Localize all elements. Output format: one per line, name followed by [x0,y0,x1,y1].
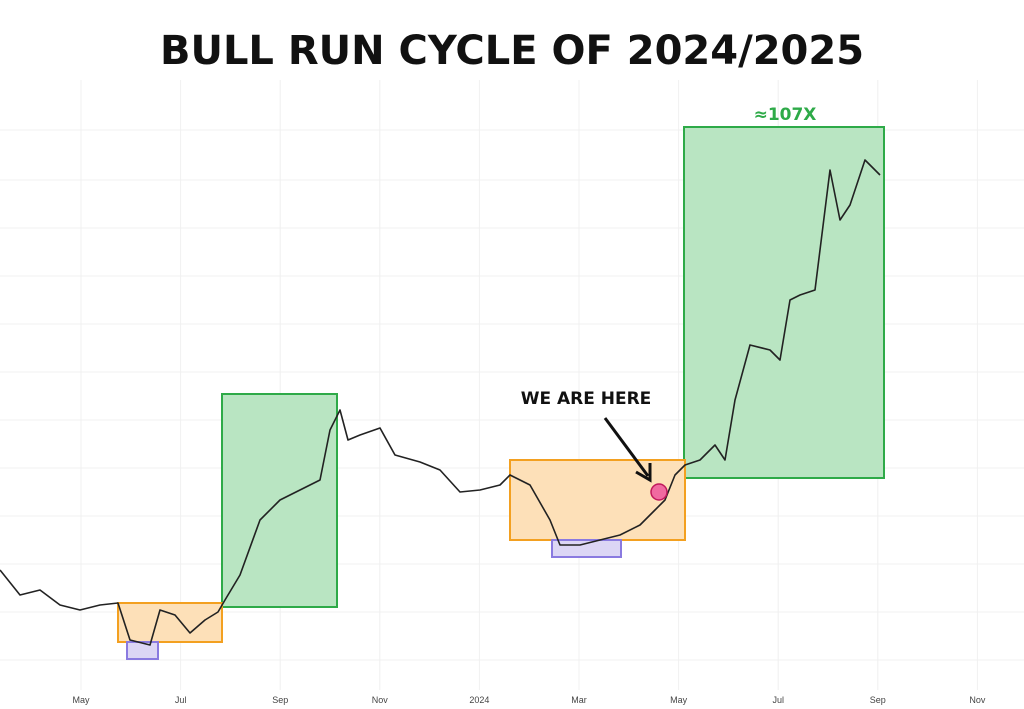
x-tick-label: Jul [772,695,784,705]
price-line [0,159,881,646]
arrow [603,417,650,477]
x-tick-label: Mar [571,695,587,705]
x-tick-label: May [72,695,90,705]
accumulation-box [117,602,223,643]
x-tick-label: Jul [175,695,187,705]
multiplier-label: ≈107X [754,105,817,125]
x-axis: May Jul Sep Nov 2024 Mar May Jul Sep Nov [72,695,985,705]
x-tick-label: Sep [272,695,288,705]
x-tick-label: 2024 [469,695,489,705]
x-tick-label: Nov [969,695,986,705]
arrow-head [635,463,652,483]
chart-title: BULL RUN CYCLE OF 2024/2025 [160,28,864,74]
bottom-box [551,539,622,558]
position-marker [650,483,668,501]
growth-box [683,126,885,479]
bottom-box [126,641,159,660]
marker-label: WE ARE HERE [521,389,652,409]
x-tick-label: Nov [372,695,389,705]
x-tick-label: Sep [870,695,886,705]
x-tick-label: May [670,695,688,705]
